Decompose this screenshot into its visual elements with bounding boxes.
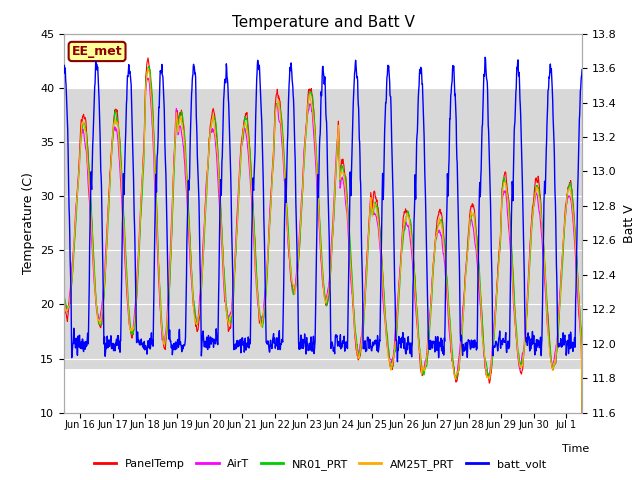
Y-axis label: Temperature (C): Temperature (C) (22, 172, 35, 274)
Bar (64, 88, 582, 370)
Y-axis label: Batt V: Batt V (623, 204, 636, 242)
Text: EE_met: EE_met (72, 45, 122, 58)
Text: Time: Time (563, 444, 589, 454)
Title: Temperature and Batt V: Temperature and Batt V (232, 15, 415, 30)
Legend: PanelTemp, AirT, NR01_PRT, AM25T_PRT, batt_volt: PanelTemp, AirT, NR01_PRT, AM25T_PRT, ba… (90, 455, 550, 474)
